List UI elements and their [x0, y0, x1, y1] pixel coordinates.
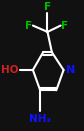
Text: HO: HO	[1, 65, 18, 75]
Text: N: N	[66, 65, 76, 75]
Text: F: F	[44, 2, 51, 12]
Text: NH₂: NH₂	[29, 114, 51, 124]
Text: F: F	[25, 21, 32, 31]
Text: F: F	[61, 21, 68, 31]
